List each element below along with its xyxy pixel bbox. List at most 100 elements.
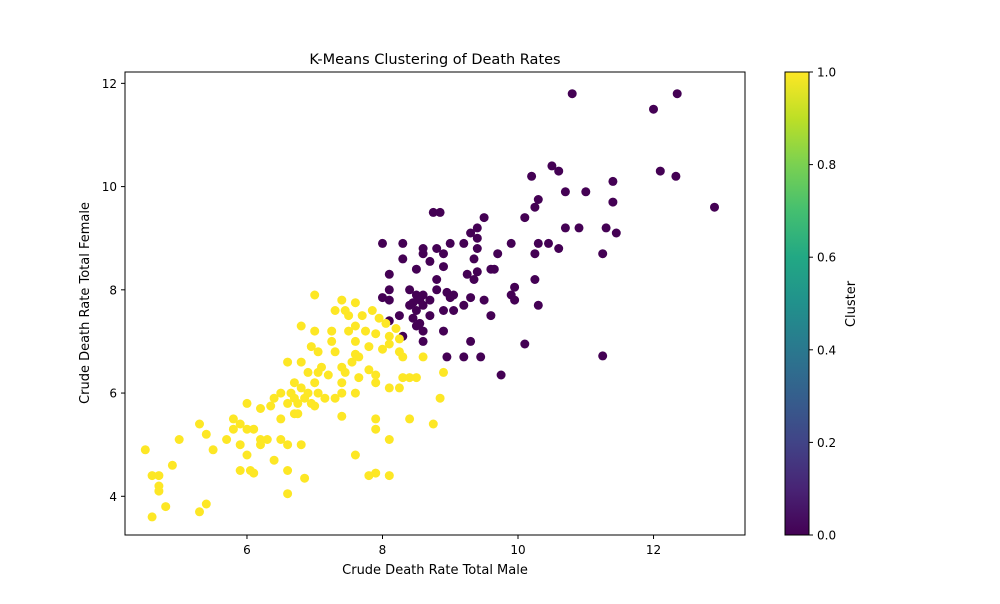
scatter-point-cluster-0 xyxy=(598,351,608,361)
scatter-point-cluster-0 xyxy=(533,300,543,310)
scatter-point-cluster-1 xyxy=(354,373,364,383)
scatter-point-cluster-0 xyxy=(469,254,479,264)
scatter-point-cluster-1 xyxy=(310,378,320,388)
scatter-point-cluster-1 xyxy=(371,414,381,424)
y-tick-label: 8 xyxy=(109,283,117,297)
scatter-point-cluster-0 xyxy=(432,244,442,253)
scatter-point-cluster-0 xyxy=(411,321,421,331)
scatter-point-cluster-0 xyxy=(476,352,486,362)
scatter-point-cluster-1 xyxy=(428,419,438,429)
scatter-point-cluster-0 xyxy=(581,187,591,197)
scatter-point-cluster-1 xyxy=(313,347,323,357)
x-tick-label: 6 xyxy=(243,543,251,557)
scatter-point-cluster-1 xyxy=(330,306,340,315)
scatter-point-cluster-0 xyxy=(655,166,665,176)
scatter-point-cluster-0 xyxy=(527,171,537,181)
scatter-point-cluster-1 xyxy=(337,378,347,388)
scatter-point-cluster-0 xyxy=(489,264,499,274)
scatter-point-cluster-1 xyxy=(394,334,404,344)
scatter-point-cluster-0 xyxy=(520,339,530,349)
scatter-point-cluster-1 xyxy=(161,502,171,512)
scatter-point-cluster-0 xyxy=(466,336,476,346)
scatter-point-cluster-0 xyxy=(445,238,455,248)
scatter-point-cluster-0 xyxy=(439,262,448,272)
scatter-point-cluster-1 xyxy=(235,440,245,450)
scatter-point-cluster-0 xyxy=(533,238,543,248)
scatter-point-cluster-0 xyxy=(486,311,496,321)
scatter-point-cluster-1 xyxy=(262,435,272,444)
scatter-point-cluster-0 xyxy=(462,269,472,279)
scatter-point-cluster-1 xyxy=(310,326,320,336)
scatter-point-cluster-0 xyxy=(425,256,435,266)
scatter-point-cluster-1 xyxy=(350,336,360,346)
scatter-point-cluster-1 xyxy=(384,331,394,341)
scatter-point-cluster-1 xyxy=(337,388,347,398)
scatter-point-cluster-1 xyxy=(337,411,347,421)
scatter-point-cluster-1 xyxy=(276,414,286,424)
scatter-point-cluster-1 xyxy=(154,486,164,496)
scatter-point-cluster-0 xyxy=(405,300,415,310)
scatter-point-cluster-0 xyxy=(466,228,476,238)
scatter-point-cluster-1 xyxy=(222,435,232,444)
scatter-point-cluster-1 xyxy=(361,326,370,336)
scatter-point-cluster-1 xyxy=(283,489,293,499)
scatter-point-cluster-0 xyxy=(459,352,469,362)
scatter-point-cluster-1 xyxy=(313,388,323,398)
scatter-point-cluster-1 xyxy=(394,383,404,393)
x-tick-label: 8 xyxy=(379,543,387,557)
scatter-point-cluster-0 xyxy=(520,213,530,223)
data-points xyxy=(140,89,719,522)
scatter-point-cluster-1 xyxy=(242,424,252,434)
x-axis-label: Crude Death Rate Total Male xyxy=(342,563,528,578)
scatter-point-cluster-1 xyxy=(201,429,211,439)
scatter-point-cluster-1 xyxy=(266,401,276,411)
scatter-point-cluster-0 xyxy=(398,254,408,264)
scatter-point-cluster-1 xyxy=(354,352,364,362)
scatter-point-cluster-1 xyxy=(371,370,381,380)
scatter-point-cluster-1 xyxy=(323,370,333,380)
scatter-point-cluster-1 xyxy=(350,388,360,398)
scatter-point-cluster-0 xyxy=(394,311,404,321)
y-tick-label: 4 xyxy=(109,490,117,504)
scatter-point-cluster-0 xyxy=(439,326,448,336)
scatter-point-cluster-0 xyxy=(428,207,438,217)
scatter-point-cluster-1 xyxy=(296,321,306,331)
colorbar-label: Cluster xyxy=(844,280,859,327)
scatter-point-cluster-1 xyxy=(249,424,259,434)
scatter-point-cluster-1 xyxy=(371,424,381,434)
scatter-point-cluster-0 xyxy=(384,269,394,279)
scatter-point-cluster-0 xyxy=(445,293,455,303)
scatter-point-cluster-1 xyxy=(384,471,394,481)
scatter-point-cluster-0 xyxy=(432,275,442,284)
scatter-point-cluster-1 xyxy=(398,373,408,383)
scatter-point-cluster-1 xyxy=(296,383,306,393)
scatter-point-cluster-0 xyxy=(530,202,540,212)
colorbar-tick-label: 0.6 xyxy=(817,251,836,265)
scatter-point-cluster-0 xyxy=(411,306,421,315)
scatter-point-cluster-0 xyxy=(442,352,452,362)
scatter-point-cluster-0 xyxy=(459,300,469,310)
scatter-point-cluster-1 xyxy=(147,512,157,522)
scatter-point-cluster-0 xyxy=(493,249,503,259)
scatter-point-cluster-0 xyxy=(432,285,442,295)
scatter-point-cluster-1 xyxy=(350,450,360,460)
scatter-point-cluster-1 xyxy=(300,473,310,483)
x-axis-ticks: 6 8 10 12 xyxy=(243,535,661,557)
y-tick-label: 6 xyxy=(109,387,117,401)
scatter-point-cluster-1 xyxy=(195,507,204,517)
scatter-point-cluster-0 xyxy=(435,207,445,217)
scatter-point-cluster-1 xyxy=(340,306,350,315)
scatter-point-cluster-1 xyxy=(140,445,150,455)
scatter-point-cluster-0 xyxy=(384,285,394,295)
scatter-point-cluster-1 xyxy=(269,455,279,465)
scatter-point-cluster-1 xyxy=(340,367,350,377)
scatter-point-cluster-1 xyxy=(283,357,293,367)
scatter-point-cluster-1 xyxy=(276,435,286,444)
scatter-point-cluster-0 xyxy=(418,249,428,259)
colorbar-tick-label: 0.2 xyxy=(817,436,836,450)
scatter-point-cluster-0 xyxy=(567,89,577,99)
scatter-point-cluster-1 xyxy=(276,388,286,398)
scatter-point-cluster-0 xyxy=(649,104,658,114)
